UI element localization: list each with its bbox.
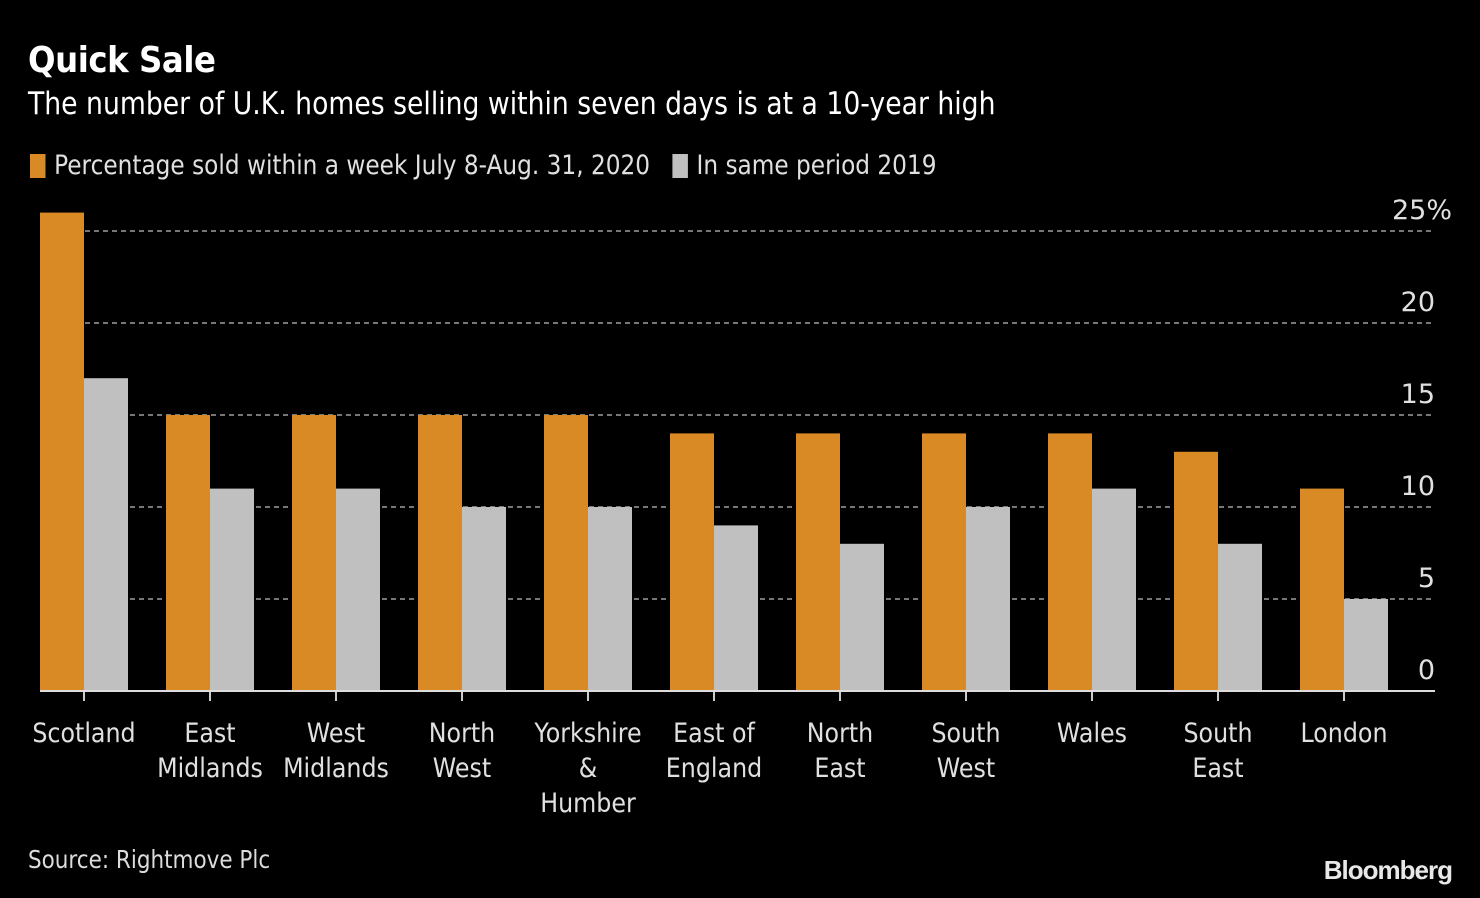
x-tick-label: West — [433, 752, 491, 784]
bar-2020 — [796, 433, 840, 691]
bar-2019 — [210, 488, 254, 691]
x-tick-label: Yorkshire — [533, 717, 641, 749]
legend-item-2019: In same period 2019 — [672, 150, 937, 181]
x-tick-label: North — [429, 717, 495, 749]
legend-label-2019: In same period 2019 — [696, 150, 937, 181]
bar-2019 — [336, 488, 380, 691]
x-tick-label: Humber — [540, 787, 636, 819]
x-tick-label: London — [1300, 717, 1387, 749]
bar-2020 — [670, 433, 714, 691]
legend-label-2020: Percentage sold within a week July 8-Aug… — [54, 150, 651, 181]
x-tick-label: East — [1192, 752, 1243, 784]
legend-swatch-2020 — [30, 153, 46, 178]
x-tick-label: & — [579, 752, 598, 784]
x-tick-label: East — [184, 717, 235, 749]
bar-2019 — [1092, 488, 1136, 691]
legend-swatch-2019 — [672, 153, 688, 178]
y-tick-label: 15 — [1401, 379, 1435, 410]
bar-2019 — [1344, 599, 1388, 691]
legend-item-2020: Percentage sold within a week July 8-Aug… — [30, 150, 650, 181]
y-tick-label: 20 — [1401, 287, 1435, 318]
x-tick-label: Scotland — [32, 717, 135, 749]
x-tick-label: East of — [673, 717, 756, 749]
x-tick-label: South — [1183, 717, 1252, 749]
y-tick-label: 10 — [1401, 471, 1435, 502]
chart-title: Quick Sale — [28, 40, 216, 81]
bloomberg-logo: Bloomberg — [1323, 855, 1453, 885]
x-tick-label: Midlands — [283, 752, 389, 784]
x-tick-label: North — [807, 717, 873, 749]
bar-2020 — [1174, 451, 1218, 691]
y-tick-label: 5 — [1418, 563, 1435, 594]
bar-2019 — [1218, 543, 1262, 691]
chart-subtitle: The number of U.K. homes selling within … — [28, 86, 996, 122]
bar-2019 — [714, 525, 758, 691]
bar-2020 — [292, 415, 336, 691]
x-tick-label: West — [307, 717, 365, 749]
y-tick-label: 25% — [1392, 195, 1452, 226]
bar-2019 — [588, 507, 632, 691]
x-tick-label: West — [937, 752, 995, 784]
bar-2020 — [1048, 433, 1092, 691]
legend: Percentage sold within a week July 8-Aug… — [30, 150, 959, 181]
y-tick-label: 0 — [1418, 655, 1435, 686]
bar-2020 — [922, 433, 966, 691]
bar-2020 — [544, 415, 588, 691]
x-tick-label: East — [814, 752, 865, 784]
bar-2019 — [840, 543, 884, 691]
source-note: Source: Rightmove Plc — [28, 845, 271, 874]
x-tick-label: England — [666, 752, 762, 784]
bar-2020 — [418, 415, 462, 691]
bar-2019 — [84, 378, 128, 691]
bar-2020 — [1300, 488, 1344, 691]
bar-2020 — [166, 415, 210, 691]
x-tick-label: South — [931, 717, 1000, 749]
bar-2019 — [966, 507, 1010, 691]
bar-2020 — [40, 212, 84, 691]
bar-2019 — [462, 507, 506, 691]
x-tick-label: Wales — [1057, 717, 1127, 749]
x-tick-label: Midlands — [157, 752, 263, 784]
